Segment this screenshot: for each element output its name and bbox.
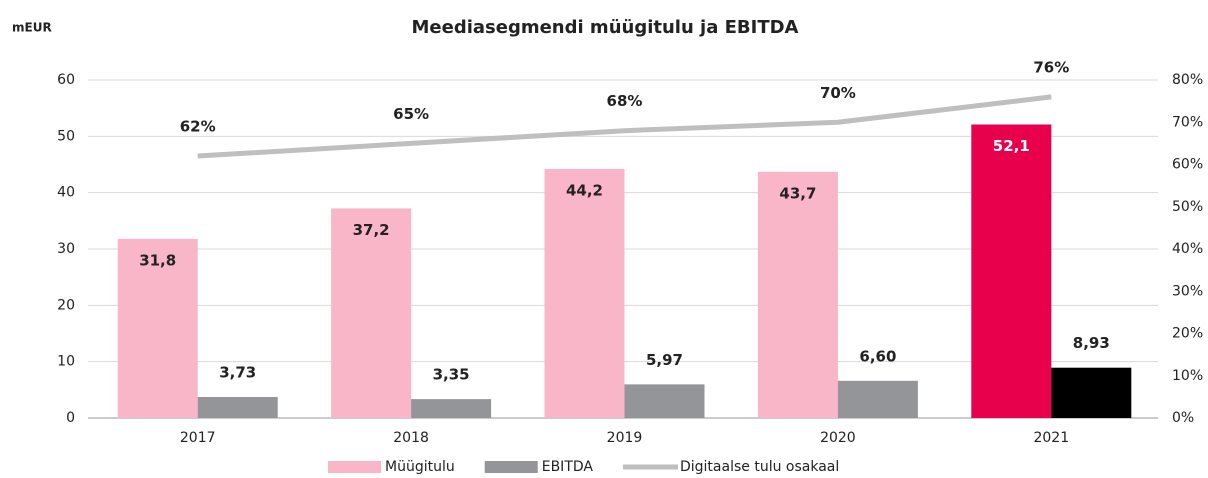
data-label: 43,7 — [779, 184, 816, 202]
data-label: 44,2 — [566, 182, 603, 200]
y2-tick-label: 20% — [1172, 326, 1203, 342]
y2-tick-label: 60% — [1172, 157, 1203, 173]
legend-label: Müügitulu — [385, 459, 455, 475]
y-tick-label: 60 — [57, 72, 75, 88]
bar — [544, 169, 625, 418]
legend-swatch — [328, 461, 381, 473]
bar — [757, 171, 838, 418]
bar — [1051, 367, 1132, 418]
data-label: 3,35 — [433, 366, 470, 384]
y2-tick-label: 30% — [1172, 283, 1203, 299]
line-label: 68% — [607, 92, 643, 110]
bar — [411, 399, 492, 418]
legend-label: Digitaalse tulu osakaal — [680, 459, 839, 475]
x-tick-label: 2019 — [607, 430, 643, 446]
data-label: 8,93 — [1073, 334, 1110, 352]
data-label: 37,2 — [353, 221, 390, 239]
data-label: 6,60 — [859, 347, 896, 365]
data-label: 31,8 — [139, 251, 176, 269]
legend-label: EBITDA — [542, 459, 594, 475]
y2-tick-label: 80% — [1172, 72, 1203, 88]
bar — [971, 124, 1052, 419]
bar — [197, 396, 278, 418]
x-tick-label: 2020 — [820, 430, 856, 446]
bar — [117, 238, 198, 418]
x-tick-label: 2021 — [1033, 430, 1069, 446]
bar — [331, 208, 412, 418]
line-label: 62% — [180, 118, 216, 136]
line-label: 65% — [393, 105, 429, 123]
y-tick-label: 20 — [57, 297, 75, 313]
y-tick-label: 0 — [66, 410, 75, 426]
y-axis-label: mEUR — [12, 21, 52, 35]
x-tick-label: 2017 — [180, 430, 216, 446]
y2-tick-label: 0% — [1172, 410, 1194, 426]
line-label: 70% — [820, 84, 856, 102]
bar — [624, 384, 705, 418]
legend-swatch — [484, 461, 538, 473]
y2-tick-label: 40% — [1172, 241, 1203, 257]
chart-title: Meediasegmendi müügitulu ja EBITDA — [412, 17, 799, 38]
y-tick-label: 50 — [57, 128, 75, 144]
y-tick-label: 10 — [57, 354, 75, 370]
y2-tick-label: 70% — [1172, 114, 1203, 130]
line-label: 76% — [1033, 58, 1069, 76]
line — [197, 94, 1052, 159]
y-tick-label: 30 — [57, 241, 75, 257]
x-tick-label: 2018 — [393, 430, 429, 446]
data-label: 5,97 — [646, 351, 683, 369]
bar — [837, 380, 918, 418]
data-label: 52,1 — [993, 137, 1030, 155]
y-tick-label: 40 — [57, 185, 75, 201]
data-label: 3,73 — [219, 363, 256, 381]
y2-tick-label: 10% — [1172, 368, 1203, 384]
y2-tick-label: 50% — [1172, 199, 1203, 215]
